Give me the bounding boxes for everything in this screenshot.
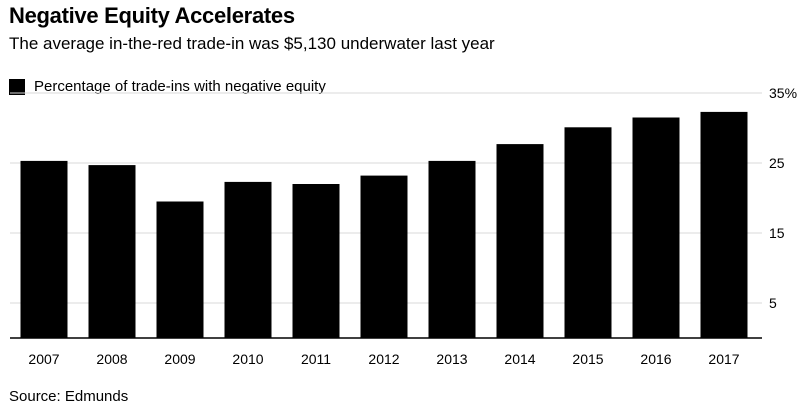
legend-label: Percentage of trade-ins with negative eq… bbox=[34, 78, 326, 95]
x-tick-label: 2015 bbox=[572, 351, 603, 367]
y-tick-label: 25 bbox=[769, 155, 785, 171]
bar bbox=[88, 165, 136, 338]
x-tick-label: 2013 bbox=[436, 351, 467, 367]
bar bbox=[292, 184, 340, 338]
bar bbox=[632, 117, 680, 338]
y-tick-label: 15 bbox=[769, 225, 785, 241]
bar bbox=[700, 111, 748, 339]
y-tick-label: 35% bbox=[769, 85, 797, 101]
bar bbox=[496, 144, 544, 338]
bar bbox=[564, 127, 612, 338]
x-tick-label: 2016 bbox=[640, 351, 671, 367]
x-tick-label: 2008 bbox=[96, 351, 127, 367]
x-tick-label: 2007 bbox=[28, 351, 59, 367]
chart-title: Negative Equity Accelerates bbox=[9, 3, 295, 28]
bar bbox=[360, 175, 408, 338]
x-tick-label: 2014 bbox=[504, 351, 535, 367]
bar bbox=[428, 160, 476, 338]
x-tick-label: 2009 bbox=[164, 351, 195, 367]
bar bbox=[156, 201, 204, 338]
x-tick-label: 2011 bbox=[301, 351, 331, 367]
chart-subtitle: The average in-the-red trade-in was $5,1… bbox=[9, 34, 495, 53]
x-tick-label: 2012 bbox=[368, 351, 399, 367]
y-tick-label: 5 bbox=[769, 295, 777, 311]
legend: Percentage of trade-ins with negative eq… bbox=[9, 78, 326, 95]
x-tick-label: 2017 bbox=[708, 351, 739, 367]
x-tick-label: 2010 bbox=[232, 351, 263, 367]
bar bbox=[20, 160, 68, 338]
source-note: Source: Edmunds bbox=[9, 388, 129, 405]
legend-swatch bbox=[9, 78, 25, 95]
bar bbox=[224, 181, 272, 338]
